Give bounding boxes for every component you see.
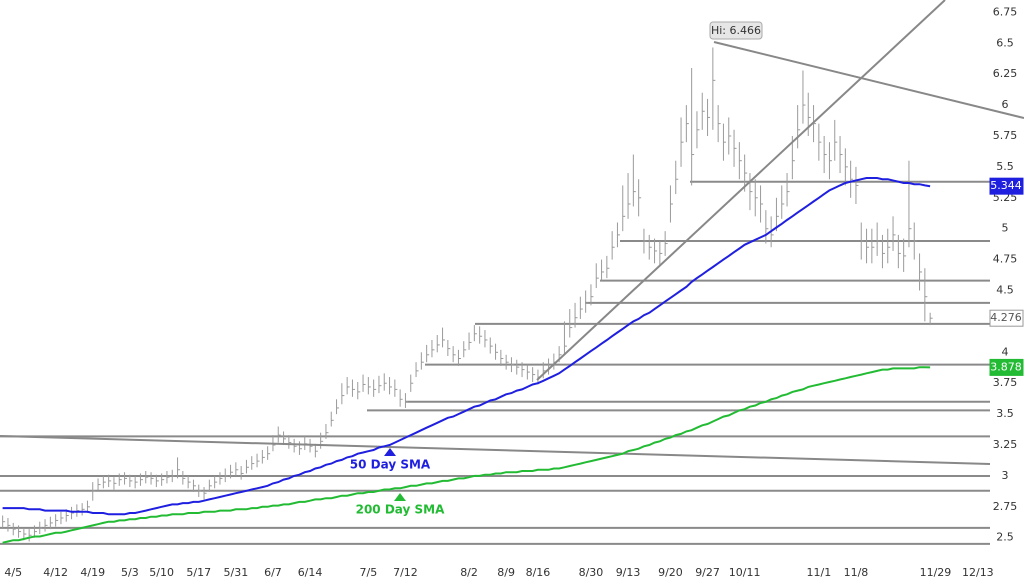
y-tick-label: 3.75 — [993, 376, 1018, 389]
y-tick-label: 5.75 — [993, 129, 1018, 142]
x-tick-label: 8/30 — [579, 566, 604, 579]
x-tick-label: 5/10 — [149, 566, 174, 579]
y-tick-label: 5 — [1002, 222, 1009, 235]
y-tick-label: 5.5 — [996, 160, 1014, 173]
x-tick-label: 8/9 — [497, 566, 515, 579]
x-tick-label: 9/13 — [616, 566, 641, 579]
price-bars — [2, 47, 933, 542]
x-tick-label: 8/16 — [526, 566, 551, 579]
price-tag-box — [989, 358, 1024, 376]
x-tick-label: 10/11 — [729, 566, 761, 579]
sma-label: 50 Day SMA — [350, 458, 431, 472]
trend-line — [713, 41, 1024, 119]
axes: 2.52.7533.253.53.7544.254.54.7555.255.55… — [4, 5, 1017, 579]
price-tag: 3.878 — [990, 360, 1022, 373]
x-tick-label: 5/3 — [121, 566, 139, 579]
y-tick-label: 6.25 — [993, 67, 1018, 80]
y-tick-label: 2.5 — [996, 531, 1014, 544]
y-tick-label: 4.5 — [996, 284, 1014, 297]
y-tick-label: 4.75 — [993, 253, 1018, 266]
x-tick-label: 6/7 — [264, 566, 282, 579]
price-tags: 5.344 3.878 4.276 — [989, 177, 1024, 376]
y-tick-label: 3.5 — [996, 407, 1014, 420]
x-tick-label: 11/8 — [844, 566, 869, 579]
moving-averages — [2, 177, 931, 544]
y-tick-label: 4 — [1002, 345, 1009, 358]
x-tick-label: 11/29 — [920, 566, 952, 579]
x-tick-label: 11/1 — [806, 566, 831, 579]
x-tick-label: 7/12 — [393, 566, 418, 579]
y-tick-label: 6.75 — [993, 5, 1018, 18]
x-tick-label: 9/20 — [658, 566, 683, 579]
sma-line — [2, 366, 931, 544]
x-tick-label: 7/5 — [359, 566, 377, 579]
support-levels — [0, 180, 990, 545]
y-tick-label: 6 — [1002, 98, 1009, 111]
price-tag: 4.276 — [990, 311, 1022, 324]
sma-marker — [384, 448, 396, 456]
trend-line — [536, 0, 946, 381]
price-tag: 5.344 — [990, 179, 1022, 192]
hi-label-box — [709, 21, 763, 40]
x-tick-label: 5/17 — [186, 566, 211, 579]
x-tick-label: 9/27 — [695, 566, 720, 579]
y-tick-label: 3 — [1002, 469, 1009, 482]
price-tag-box — [989, 177, 1024, 195]
x-tick-label: 4/12 — [43, 566, 68, 579]
x-tick-label: 4/19 — [80, 566, 105, 579]
x-tick-label: 4/5 — [4, 566, 22, 579]
y-tick-label: 2.75 — [993, 500, 1018, 513]
x-tick-label: 6/14 — [298, 566, 323, 579]
trend-line — [0, 435, 991, 465]
x-tick-label: 8/2 — [460, 566, 478, 579]
x-tick-label: 12/13 — [962, 566, 994, 579]
sma-label: 200 Day SMA — [356, 503, 446, 517]
y-tick-label: 3.25 — [993, 438, 1018, 451]
sma-line — [2, 177, 931, 516]
price-tag-box — [989, 309, 1024, 327]
y-tick-label: 6.5 — [996, 36, 1014, 49]
hi-label: Hi: 6.466 — [711, 24, 761, 37]
sma-marker — [394, 493, 406, 501]
x-tick-label: 5/31 — [223, 566, 248, 579]
